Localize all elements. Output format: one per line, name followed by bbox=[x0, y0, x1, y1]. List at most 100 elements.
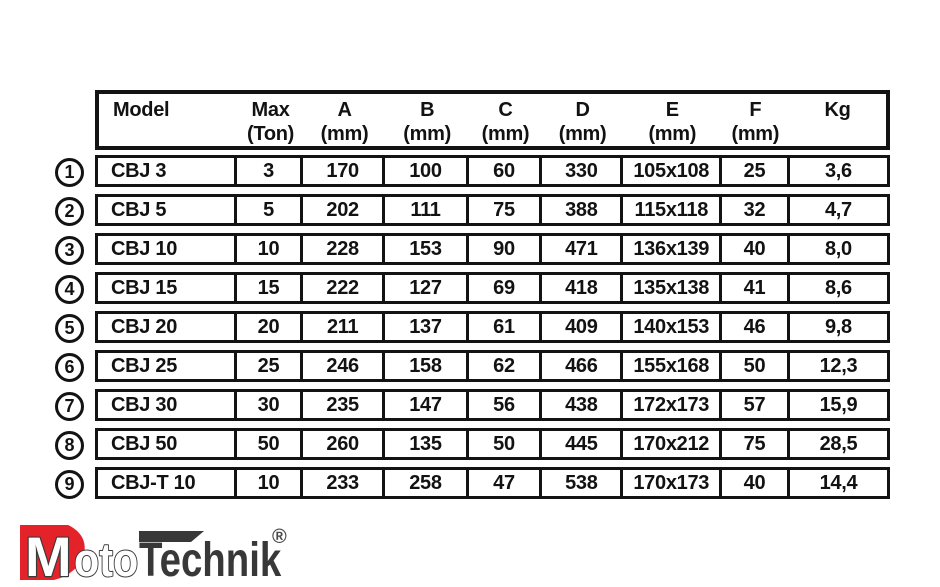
cell-a: 246 bbox=[303, 353, 386, 379]
cell-max_ton: 50 bbox=[237, 431, 304, 457]
cell-f: 40 bbox=[722, 470, 790, 496]
cell-d: 538 bbox=[542, 470, 624, 496]
row-number-badge: 3 bbox=[55, 236, 84, 265]
cell-model: CBJ-T 10 bbox=[98, 470, 237, 496]
cell-a: 260 bbox=[303, 431, 386, 457]
column-unit: (Ton) bbox=[247, 123, 295, 145]
cell-a: 233 bbox=[303, 470, 386, 496]
table-row: 6 CBJ 25 25 246 158 62 466 155x168 50 12,3 bbox=[55, 350, 890, 382]
cell-f: 32 bbox=[722, 197, 790, 223]
column-title: C bbox=[498, 99, 513, 121]
cell-model: CBJ 15 bbox=[98, 275, 237, 301]
cell-d: 388 bbox=[542, 197, 624, 223]
cell-max_ton: 15 bbox=[237, 275, 304, 301]
column-header-model: Model bbox=[99, 94, 238, 146]
cell-b: 100 bbox=[385, 158, 469, 184]
cell-d: 330 bbox=[542, 158, 624, 184]
cell-b: 158 bbox=[385, 353, 469, 379]
cell-kg: 14,4 bbox=[819, 471, 858, 494]
column-title: Model bbox=[113, 99, 170, 121]
cell-model: CBJ 25 bbox=[98, 353, 237, 379]
cell-e: 115x118 bbox=[623, 197, 723, 223]
column-header-max_ton: Max (Ton) bbox=[238, 94, 304, 146]
table-row: 3 CBJ 10 10 228 153 90 471 136x139 40 8,0 bbox=[55, 233, 890, 265]
column-unit: (mm) bbox=[648, 123, 697, 145]
cell-d: 438 bbox=[542, 392, 624, 418]
cell-kg: 28,5 bbox=[819, 432, 858, 455]
table-row: 5 CBJ 20 20 211 137 61 409 140x153 46 9,8 bbox=[55, 311, 890, 343]
table-row: 2 CBJ 5 5 202 111 75 388 115x118 32 4,7 bbox=[55, 194, 890, 226]
cell-c: 69 bbox=[469, 275, 543, 301]
column-header-d: D (mm) bbox=[542, 94, 623, 146]
cell-max_ton: 30 bbox=[237, 392, 304, 418]
mototechnik-logo: M oto Technik ® bbox=[20, 524, 287, 585]
cell-model: CBJ 20 bbox=[98, 314, 237, 340]
row-number-badge: 6 bbox=[55, 353, 84, 382]
column-header-a: A (mm) bbox=[304, 94, 386, 146]
logo-red-swoosh-shape bbox=[20, 525, 85, 580]
cell-e: 105x108 bbox=[623, 158, 723, 184]
cell-b: 258 bbox=[385, 470, 469, 496]
cell-b: 147 bbox=[385, 392, 469, 418]
cell-b: 127 bbox=[385, 275, 469, 301]
cell-a: 228 bbox=[303, 236, 386, 262]
column-unit: (mm) bbox=[481, 123, 530, 145]
table-row: 1 CBJ 3 3 170 100 60 330 105x108 25 3,6 bbox=[55, 155, 890, 187]
cell-model: CBJ 50 bbox=[98, 431, 237, 457]
cell-d: 418 bbox=[542, 275, 624, 301]
cell-f: 57 bbox=[722, 392, 790, 418]
column-unit: (mm) bbox=[320, 123, 369, 145]
logo-t-bar-shape bbox=[139, 531, 204, 542]
row-number-badge: 5 bbox=[55, 314, 84, 343]
table-row: 7 CBJ 30 30 235 147 56 438 172x173 57 15,9 bbox=[55, 389, 890, 421]
cell-b: 153 bbox=[385, 236, 469, 262]
row-number-badge: 9 bbox=[55, 470, 84, 499]
column-header-f: F (mm) bbox=[721, 94, 789, 146]
table-row: 8 CBJ 50 50 260 135 50 445 170x212 75 28,5 bbox=[55, 428, 890, 460]
cell-c: 61 bbox=[469, 314, 543, 340]
cell-a: 170 bbox=[303, 158, 386, 184]
cell-e: 170x173 bbox=[623, 470, 723, 496]
cell-b: 135 bbox=[385, 431, 469, 457]
logo-letters-oto: oto bbox=[74, 535, 138, 585]
cell-e: 170x212 bbox=[623, 431, 723, 457]
cell-c: 62 bbox=[469, 353, 543, 379]
column-title: F bbox=[749, 99, 762, 121]
column-header-kg: Kg bbox=[789, 94, 886, 146]
cell-c: 75 bbox=[469, 197, 543, 223]
cell-c: 60 bbox=[469, 158, 543, 184]
column-title: A bbox=[337, 99, 352, 121]
cell-kg: 12,3 bbox=[819, 354, 858, 377]
row-number-badge: 4 bbox=[55, 275, 84, 304]
cell-kg: 9,8 bbox=[824, 315, 852, 338]
cell-a: 202 bbox=[303, 197, 386, 223]
cell-max_ton: 20 bbox=[237, 314, 304, 340]
cell-kg: 15,9 bbox=[819, 393, 858, 416]
cell-kg: 8,6 bbox=[824, 276, 852, 299]
column-title: B bbox=[420, 99, 435, 121]
cell-max_ton: 5 bbox=[237, 197, 304, 223]
column-header-c: C (mm) bbox=[469, 94, 542, 146]
table-row: 9 CBJ-T 10 10 233 258 47 538 170x173 40 14,4 bbox=[55, 467, 890, 499]
row-number-badge: 2 bbox=[55, 197, 84, 226]
column-header-e: E (mm) bbox=[623, 94, 721, 146]
column-title: E bbox=[665, 99, 679, 121]
cell-max_ton: 10 bbox=[237, 236, 304, 262]
column-header-b: B (mm) bbox=[385, 94, 468, 146]
cell-e: 140x153 bbox=[623, 314, 723, 340]
column-unit: (mm) bbox=[403, 123, 451, 145]
cell-f: 46 bbox=[722, 314, 790, 340]
column-unit: (mm) bbox=[558, 123, 607, 145]
registered-trademark-symbol: ® bbox=[272, 526, 287, 548]
cell-b: 111 bbox=[385, 197, 469, 223]
cell-max_ton: 25 bbox=[237, 353, 304, 379]
cell-e: 135x138 bbox=[623, 275, 723, 301]
cell-e: 136x139 bbox=[623, 236, 723, 262]
cell-c: 90 bbox=[469, 236, 543, 262]
table-row: 4 CBJ 15 15 222 127 69 418 135x138 41 8,6 bbox=[55, 272, 890, 304]
cell-a: 222 bbox=[303, 275, 386, 301]
cell-c: 47 bbox=[469, 470, 543, 496]
column-title: D bbox=[575, 99, 590, 121]
